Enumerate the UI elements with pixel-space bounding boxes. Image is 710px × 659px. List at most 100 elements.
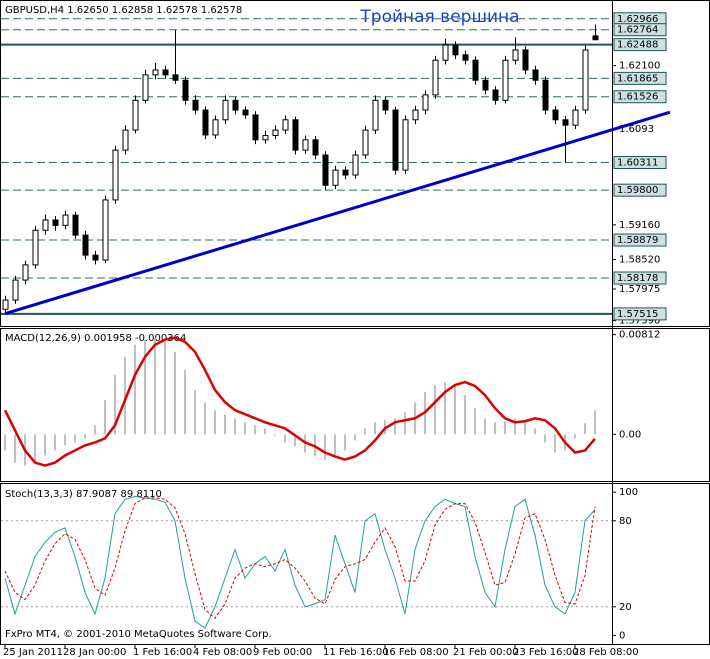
candle-body — [492, 89, 499, 101]
pattern-annotation: Тройная вершина — [359, 7, 519, 27]
chart-title: GBPUSD,H4 1.62650 1.62858 1.62578 1.6257… — [5, 5, 242, 16]
level-label-box — [613, 233, 667, 247]
candle-body — [252, 114, 259, 141]
candle-body — [92, 254, 99, 261]
candle-body — [402, 119, 409, 171]
y-tick-label: 0.00 — [619, 429, 641, 440]
candle-body — [542, 79, 549, 111]
level-label-box — [613, 71, 667, 85]
candle-body — [72, 214, 79, 236]
candle-body — [442, 44, 449, 61]
candle-body — [432, 59, 439, 96]
candle-body — [452, 44, 459, 56]
candle-body — [52, 219, 59, 226]
candle-body — [12, 279, 19, 301]
level-label: 1.62488 — [617, 40, 658, 51]
level-label-box — [613, 38, 667, 52]
candle-body — [302, 139, 309, 151]
candle-body — [242, 109, 249, 116]
candle-body — [512, 49, 519, 61]
candle-body — [472, 59, 479, 81]
candle-body — [592, 35, 599, 41]
level-label: 1.57515 — [617, 309, 658, 320]
y-tick-label: 20 — [619, 602, 632, 613]
y-tick-label: 1.62100 — [619, 61, 660, 72]
candle-body — [182, 79, 189, 101]
candle-body — [282, 119, 289, 131]
level-label: 1.59800 — [617, 185, 658, 196]
level-label-box — [613, 183, 667, 197]
candle-body — [572, 109, 579, 126]
y-tick-label: 80 — [619, 516, 632, 527]
level-label-box — [613, 271, 667, 285]
candle-body — [82, 234, 89, 256]
level-label-box — [613, 90, 667, 104]
x-tick-label: 11 Feb 16:00 — [323, 647, 389, 658]
candle-body — [112, 149, 119, 201]
level-label: 1.58178 — [617, 273, 658, 284]
candle-body — [212, 119, 219, 136]
candle-body — [232, 99, 239, 111]
y-tick-label: 1.58520 — [619, 254, 660, 265]
level-label: 1.61526 — [617, 92, 658, 103]
candle-body — [122, 129, 129, 151]
candle-body — [502, 59, 509, 101]
candle-body — [192, 99, 199, 111]
candle-body — [42, 219, 49, 231]
x-tick-label: 21 Feb 00:00 — [453, 647, 519, 658]
y-tick-label: 0.00812 — [619, 330, 660, 341]
candle-body — [292, 119, 299, 151]
candle-body — [562, 119, 569, 126]
candle-body — [62, 214, 69, 226]
x-tick-label: 28 Jan 00:00 — [63, 647, 126, 658]
candle-body — [272, 129, 279, 136]
y-tick-label: 1.57390 — [619, 316, 660, 327]
candle-body — [362, 129, 369, 156]
candle-body — [392, 109, 399, 171]
candle-body — [372, 99, 379, 131]
trend-line — [4, 110, 671, 316]
stoch-line — [4, 497, 596, 619]
x-tick-label: 1 Feb 16:00 — [133, 647, 192, 658]
level-label-box — [613, 156, 667, 170]
candle-body — [412, 109, 419, 121]
x-tick-label: 9 Feb 00:00 — [253, 647, 312, 658]
candle-body — [462, 54, 469, 61]
candle-body — [382, 99, 389, 111]
candle-body — [522, 49, 529, 71]
signal-line — [3, 336, 596, 467]
level-label: 1.62966 — [617, 14, 658, 25]
candle-body — [312, 139, 319, 156]
level-label: 1.61865 — [617, 73, 658, 84]
candle-body — [2, 299, 9, 310]
y-tick-label: 0 — [619, 630, 625, 641]
x-tick-label: 4 Feb 08:00 — [193, 647, 252, 658]
y-tick-label: 100 — [619, 487, 638, 498]
footer: FxPro MT4, © 2001-2010 MetaQuotes Softwa… — [5, 629, 272, 640]
candle-body — [32, 229, 39, 266]
level-label-box — [613, 307, 667, 321]
stoch-title: Stoch(13,3,3) 87.9087 89.8110 — [5, 489, 162, 500]
candle-body — [482, 79, 489, 91]
candle-body — [422, 94, 429, 111]
level-label: 1.60311 — [617, 158, 658, 169]
candle-body — [262, 134, 269, 141]
macd-title: MACD(12,26,9) 0.001958 -0.000364 — [5, 333, 186, 344]
level-label-box — [613, 23, 667, 37]
candle-body — [22, 264, 29, 281]
candle-body — [152, 69, 159, 76]
candle-body — [552, 109, 559, 121]
candle-body — [142, 74, 149, 101]
candle-body — [532, 69, 539, 81]
stoch-line — [4, 495, 596, 630]
candle-body — [342, 169, 349, 176]
candle-body — [102, 199, 109, 261]
candle-body — [222, 99, 229, 121]
x-tick-label: 28 Feb 08:00 — [573, 647, 639, 658]
candle-body — [332, 169, 339, 186]
y-tick-label: 1.6093 — [619, 124, 654, 135]
candle-body — [352, 154, 359, 176]
level-label: 1.62764 — [617, 25, 658, 36]
